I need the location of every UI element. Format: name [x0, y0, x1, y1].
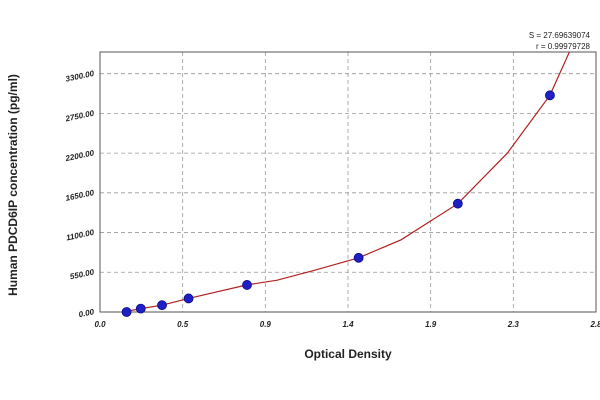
x-tick-label: 1.4	[342, 320, 354, 329]
x-tick-label: 1.9	[425, 320, 437, 329]
data-point	[183, 293, 194, 304]
y-tick-label: 0.00	[78, 307, 96, 319]
x-axis-label: Optical Density	[304, 347, 392, 361]
x-tick-label: 2.8	[589, 320, 600, 329]
data-point	[353, 252, 364, 263]
x-tick-label: 0.5	[177, 320, 189, 329]
annotation: S = 27.69639074	[529, 31, 591, 40]
y-axis-label: Human PDCD6IP concentration (pg/ml)	[6, 74, 20, 296]
annotation: r = 0.99979728	[536, 42, 591, 51]
data-point	[121, 307, 132, 317]
data-point	[242, 280, 252, 290]
x-tick-label: 2.3	[507, 320, 520, 329]
plot-frame	[99, 51, 597, 313]
x-tick-label: 0.9	[260, 320, 272, 329]
x-tick-label: 0.0	[94, 320, 106, 329]
data-point	[157, 300, 167, 311]
data-point	[135, 303, 146, 314]
data-point	[452, 198, 463, 209]
data-point	[545, 90, 555, 101]
